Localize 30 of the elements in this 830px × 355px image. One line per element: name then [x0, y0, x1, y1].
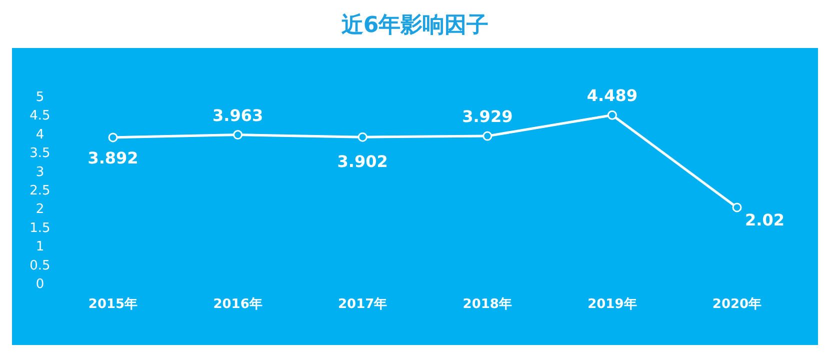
y-tick-label: 2 [36, 202, 44, 218]
y-tick-label: 4.5 [30, 108, 50, 124]
y-tick-label: 1 [36, 240, 44, 255]
x-tick-label: 2020年 [712, 297, 762, 312]
chart-title: 近6年影响因子 [340, 13, 489, 38]
y-tick-label: 0.5 [30, 258, 50, 274]
point [233, 130, 243, 140]
data-label: 3.929 [462, 107, 513, 126]
point [108, 132, 118, 142]
y-tick-label: 5 [36, 90, 44, 105]
data-label: 4.489 [586, 86, 638, 106]
data-label: 3.963 [212, 106, 264, 125]
data-label: 2.02 [745, 210, 784, 230]
x-tick-label: 2016年 [213, 297, 262, 312]
data-label: 3.892 [88, 148, 138, 168]
point [482, 131, 492, 141]
y-tick-label: 2.5 [30, 184, 50, 198]
y-tick-label: 4 [36, 127, 44, 142]
x-tick-label: 2018年 [462, 297, 512, 312]
x-tick-label: 2015年 [88, 297, 138, 312]
x-tick-label: 2019年 [588, 297, 637, 312]
point [732, 202, 742, 212]
y-tick-label: 3 [36, 164, 44, 180]
point [358, 132, 368, 142]
data-label: 3.902 [337, 152, 388, 172]
point [607, 110, 617, 120]
y-tick-label: 0 [36, 277, 44, 292]
y-tick-label: 3.5 [30, 146, 50, 162]
x-tick-label: 2017年 [338, 297, 388, 312]
y-tick-label: 1.5 [30, 220, 50, 236]
